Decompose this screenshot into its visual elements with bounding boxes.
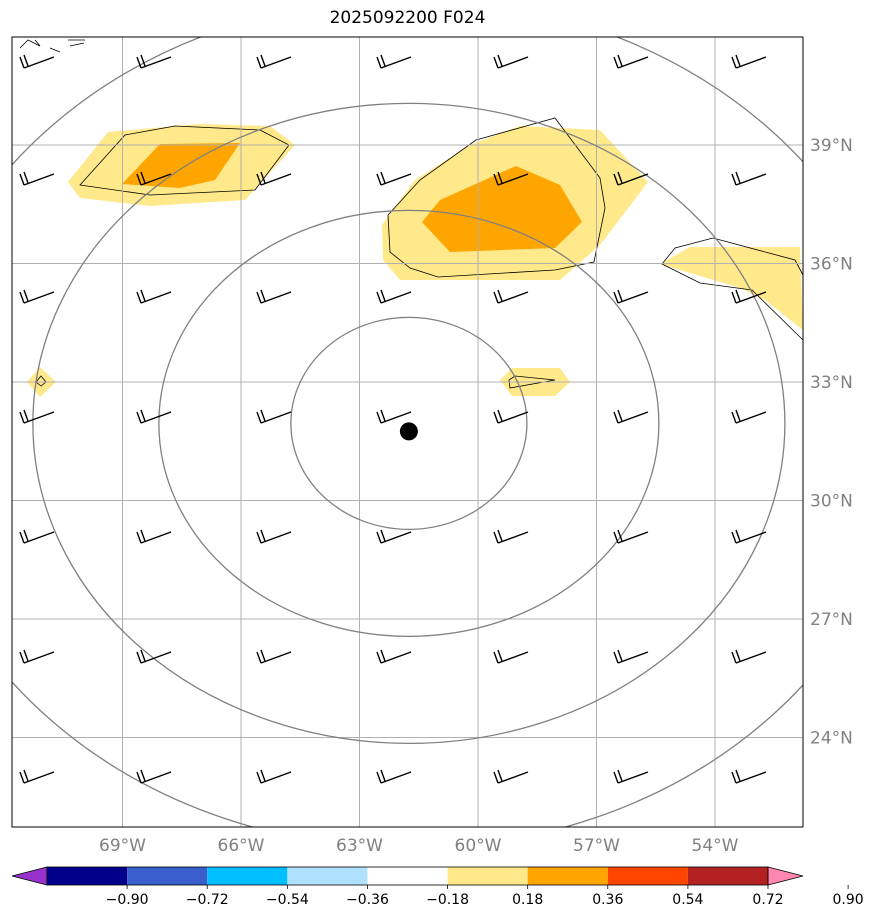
longitude-label: 57°W [573,836,620,856]
colorbar-segment [127,867,208,885]
colorbar: −0.90 −0.72 −0.54 −0.36 −0.18 0.18 0.36 0.54 0.7… [11,866,864,908]
wind-barb [376,409,412,424]
longitude-label: 69°W [99,836,146,856]
colorbar-segment [527,867,608,885]
colorbar-tick-label: 0.72 [752,892,783,908]
wind-barb [19,649,55,664]
wind-barb [19,769,55,784]
latitude-label: 24°N [810,729,853,749]
longitude-label: 66°W [218,836,265,856]
wind-barb [19,529,55,544]
shading-high [122,143,582,252]
wind-barb [731,649,767,664]
colorbar-tick-label: −0.18 [426,892,469,908]
colorbar-segment [367,867,448,885]
wind-barb [19,289,55,304]
wind-barb [19,171,55,186]
wind-barb [613,529,649,544]
wind-barb [136,54,172,69]
wind-barb [376,54,412,69]
latitude-label: 30°N [810,492,853,512]
wind-barb [493,409,529,424]
colorbar-segment [447,867,528,885]
contour-lines [19,39,803,389]
wind-barb [376,649,412,664]
latitude-labels: 39°N 36°N 33°N 30°N 27°N 24°N [810,136,853,749]
colorbar-tick-label: −0.90 [106,892,149,908]
colorbar-frame [46,866,769,886]
latitude-label: 27°N [810,610,853,630]
longitude-labels: 69°W 66°W 63°W 60°W 57°W 54°W [99,836,739,856]
longitude-label: 63°W [336,836,383,856]
range-rings [12,37,803,827]
wind-barb [731,289,767,304]
wind-barb [376,769,412,784]
wind-barb [19,409,55,424]
wind-barb [256,649,292,664]
wind-barb [136,649,172,664]
colorbar-segment [687,867,768,885]
colorbar-segment [207,867,288,885]
wind-barb [493,54,529,69]
wind-barb [136,529,172,544]
wind-barb [376,289,412,304]
colorbar-tick-label: 0.54 [672,892,703,908]
colorbar-extend-low [11,866,48,886]
wind-barb [493,289,529,304]
colorbar-tick-label: −0.54 [266,892,309,908]
wind-barb [731,171,767,186]
latitude-label: 39°N [810,136,853,156]
wind-barb [493,649,529,664]
colorbar-tick-label: 0.36 [592,892,623,908]
wind-barb [136,171,172,186]
wind-barb [256,529,292,544]
graticule [12,37,803,827]
wind-barb [256,769,292,784]
range-ring [290,316,528,531]
wind-barb [256,409,292,424]
wind-barb [731,409,767,424]
wind-barb [19,54,55,69]
wind-barbs [19,54,767,784]
colorbar-segment [47,867,128,885]
longitude-label: 60°W [455,836,502,856]
wind-barb [613,289,649,304]
wind-barb [613,171,649,186]
colorbar-tick-label: 0.18 [512,892,543,908]
wind-barb [613,409,649,424]
latitude-label: 33°N [810,373,853,393]
wind-barb [256,289,292,304]
longitude-label: 54°W [692,836,739,856]
wind-barb [376,171,412,186]
colorbar-segment [287,867,368,885]
wind-barb [136,409,172,424]
map-title: 2025092200 F024 [329,8,486,28]
wind-barb [136,289,172,304]
colorbar-tick-label: −0.72 [186,892,229,908]
wind-barb [613,649,649,664]
wind-barb [731,54,767,69]
wind-barb [256,171,292,186]
latitude-label: 36°N [810,255,853,275]
range-ring [32,102,786,745]
wind-barb [376,529,412,544]
wind-barb [493,769,529,784]
plot-frame [11,36,804,828]
wind-barb [256,54,292,69]
range-ring [158,209,660,638]
wind-barb [493,171,529,186]
colorbar-tick-label: 0.90 [833,892,864,908]
colorbar-extend-high [767,866,804,886]
storm-center-marker [399,422,418,441]
wind-barb [493,529,529,544]
colorbar-tick-label: −0.36 [346,892,389,908]
wind-barb [136,769,172,784]
colorbar-segment [607,867,688,885]
wind-barb [613,54,649,69]
wind-barb [731,529,767,544]
range-ring [12,37,803,827]
wind-barb [731,769,767,784]
wind-barb [613,769,649,784]
